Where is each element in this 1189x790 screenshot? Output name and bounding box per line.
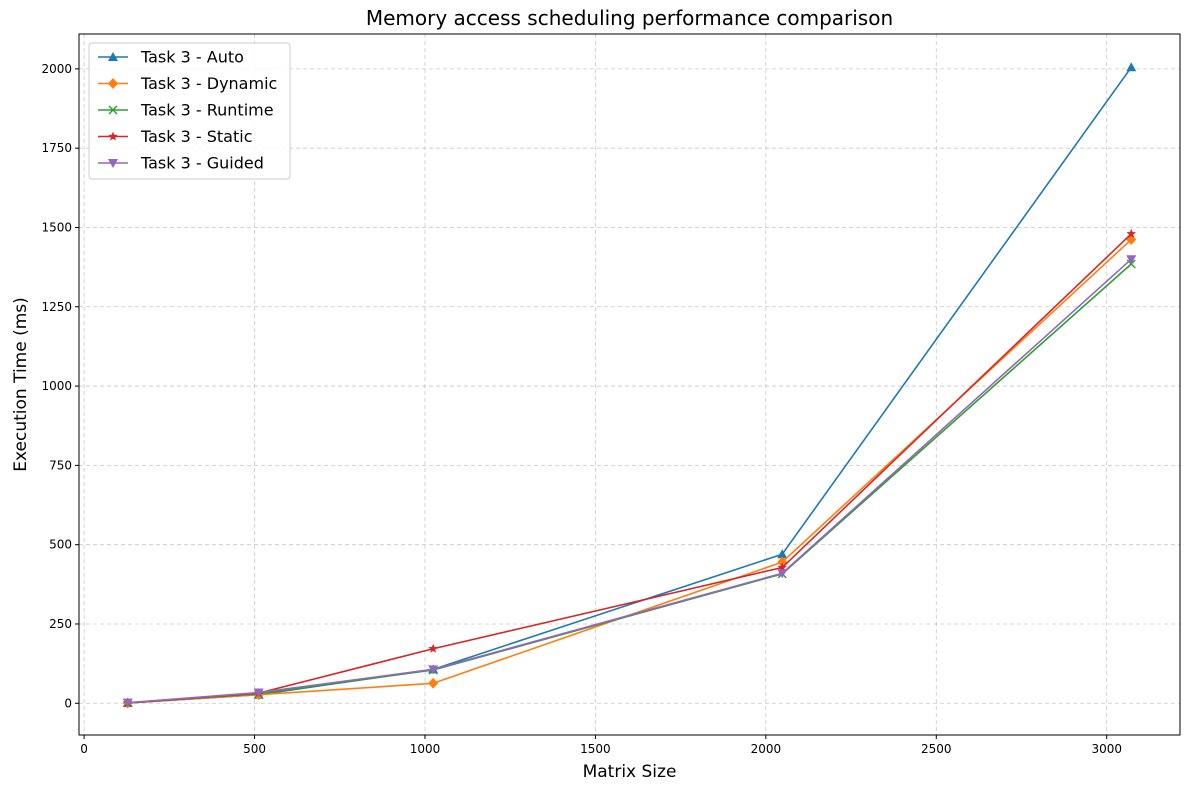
y-tick-label: 0 bbox=[64, 696, 72, 710]
y-axis-title: Execution Time (ms) bbox=[11, 297, 31, 472]
legend-label: Task 3 - Runtime bbox=[140, 101, 274, 120]
data-point bbox=[122, 698, 133, 708]
legend-box bbox=[88, 42, 291, 180]
data-point bbox=[1126, 62, 1137, 72]
legend-label: Task 3 - Dynamic bbox=[140, 74, 277, 93]
y-tick-label: 2000 bbox=[41, 62, 72, 76]
data-point bbox=[428, 677, 439, 689]
x-tick-label: 500 bbox=[243, 742, 266, 756]
plot-frame bbox=[78, 33, 1181, 736]
legend-marker bbox=[108, 105, 118, 115]
axis-ticks: 0 500 1000 1500 2000 2500 3000 0 250 500 750 1000 12… bbox=[41, 62, 1122, 756]
series-lines bbox=[122, 62, 1137, 709]
x-tick-label: 1500 bbox=[580, 742, 611, 756]
y-tick-label: 1750 bbox=[41, 141, 72, 155]
legend-marker bbox=[108, 159, 118, 168]
x-axis-title: Matrix Size bbox=[583, 762, 677, 782]
y-tick-label: 1500 bbox=[41, 220, 72, 234]
legend-item: Task 3 - Auto bbox=[98, 48, 244, 67]
legend-label: Task 3 - Static bbox=[140, 127, 253, 146]
y-tick-label: 750 bbox=[49, 458, 72, 472]
data-point bbox=[777, 549, 788, 559]
y-tick-label: 1250 bbox=[41, 300, 72, 314]
legend-item: Task 3 - Dynamic bbox=[98, 74, 277, 93]
data-point bbox=[253, 688, 264, 698]
series-task-3-guided bbox=[122, 255, 1137, 708]
x-tick-label: 0 bbox=[80, 742, 88, 756]
x-tick-label: 2000 bbox=[751, 742, 782, 756]
data-point bbox=[777, 569, 788, 579]
data-point bbox=[777, 562, 787, 572]
legend-label: Task 3 - Guided bbox=[140, 154, 264, 173]
data-point bbox=[1126, 255, 1137, 265]
x-tick-label: 2500 bbox=[921, 742, 952, 756]
y-tick-label: 500 bbox=[49, 538, 72, 552]
data-point bbox=[428, 665, 439, 675]
legend: Task 3 - Auto Task 3 - Dynamic Task 3 - Ru… bbox=[88, 42, 291, 180]
legend-item: Task 3 - Static bbox=[98, 127, 253, 146]
x-tick-label: 1000 bbox=[410, 742, 441, 756]
x-tick-label: 3000 bbox=[1091, 742, 1122, 756]
legend-label: Task 3 - Auto bbox=[140, 48, 244, 67]
legend-marker bbox=[108, 52, 118, 61]
y-tick-label: 1000 bbox=[41, 379, 72, 393]
chart-title: Memory access scheduling performance com… bbox=[366, 6, 893, 30]
legend-item: Task 3 - Guided bbox=[98, 154, 264, 173]
y-tick-label: 250 bbox=[49, 617, 72, 631]
legend-item: Task 3 - Runtime bbox=[98, 101, 274, 120]
data-point bbox=[428, 643, 438, 653]
legend-marker bbox=[108, 131, 118, 141]
data-point bbox=[1126, 228, 1137, 238]
legend-marker bbox=[108, 78, 118, 89]
